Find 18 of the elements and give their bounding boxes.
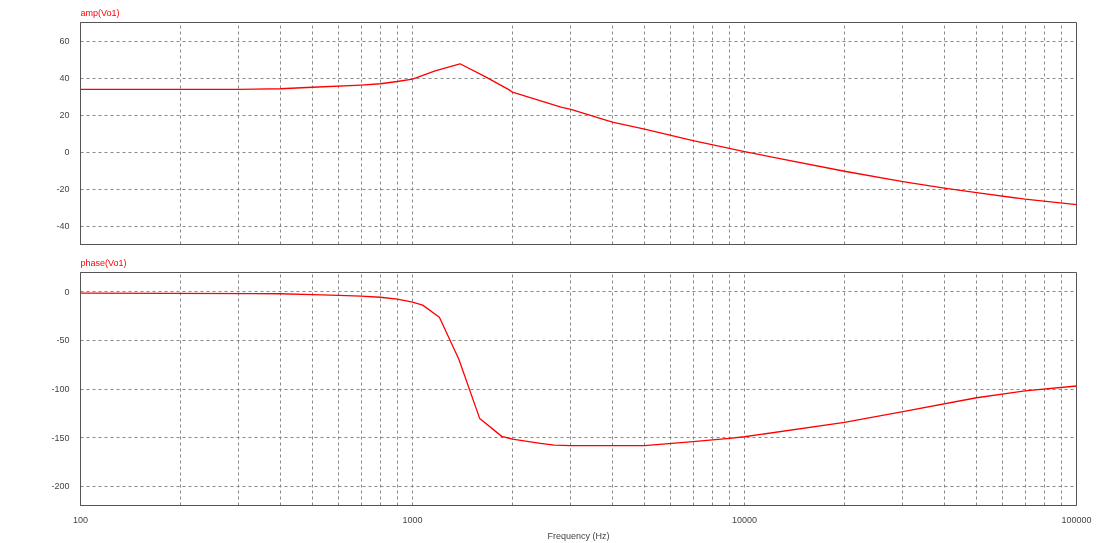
x-tick-label: 100000: [1061, 514, 1092, 525]
x-tick-label: 1000: [402, 514, 423, 525]
x-axis-title: Frequency (Hz): [547, 530, 610, 541]
y-tick-label: -40: [56, 221, 70, 231]
y-tick-label: -20: [56, 184, 70, 194]
y-tick-label: 40: [59, 73, 70, 83]
y-tick-label: 0: [64, 286, 70, 297]
y-tick-label: 60: [59, 36, 70, 46]
y-tick-label: -50: [56, 335, 70, 346]
y-tick-label: -200: [51, 481, 70, 492]
y-tick-label: 0: [64, 147, 70, 157]
chart-title: phase(Vo1): [80, 257, 127, 268]
x-tick-label: 100: [72, 514, 89, 525]
y-tick-label: -100: [51, 384, 70, 394]
chart-title: amp(Vo1): [80, 7, 120, 18]
y-tick-label: -150: [51, 432, 70, 443]
y-tick-label: 20: [59, 110, 70, 120]
x-tick-label: 10000: [731, 514, 758, 525]
